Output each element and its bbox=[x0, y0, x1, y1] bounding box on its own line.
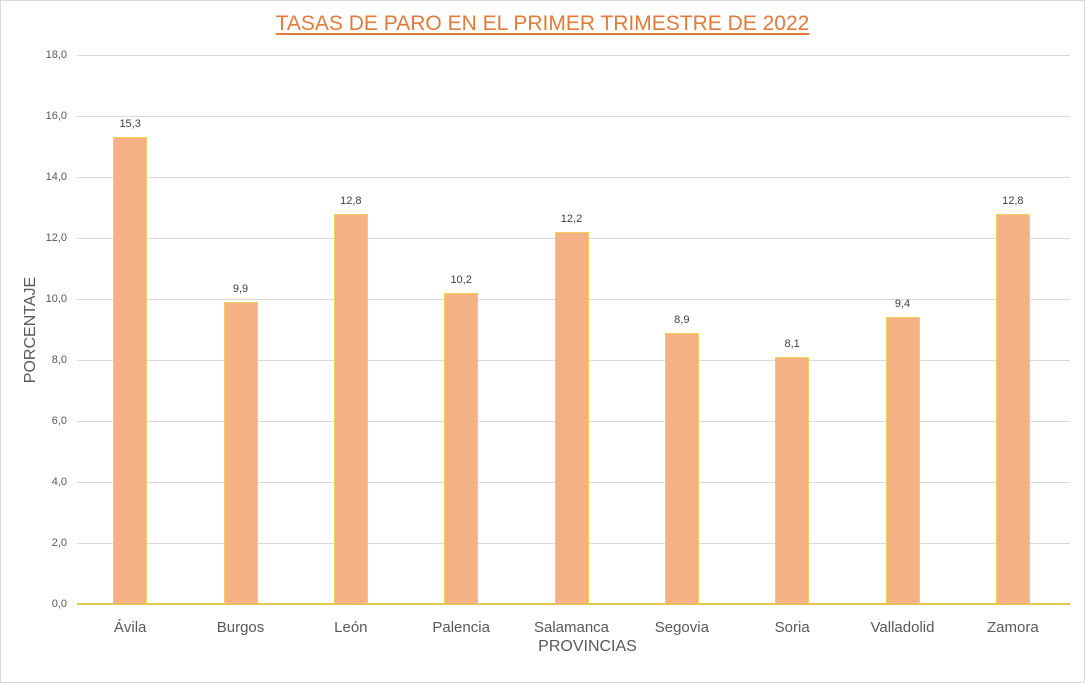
x-tick-label: Ávila bbox=[113, 619, 147, 636]
bar bbox=[664, 332, 699, 604]
bar bbox=[554, 231, 589, 604]
x-tick-label: Zamora bbox=[986, 619, 1039, 636]
data-label: 12,8 bbox=[340, 194, 362, 207]
data-label: 9,4 bbox=[894, 298, 911, 311]
bar bbox=[223, 302, 258, 604]
gridline bbox=[77, 116, 1070, 117]
x-axis-title: PROVINCIAS bbox=[538, 638, 637, 655]
y-tick-label: 16,0 bbox=[45, 110, 67, 122]
x-tick-label: León bbox=[334, 619, 368, 636]
x-tick-label: Burgos bbox=[216, 619, 265, 636]
y-tick-label: 8,0 bbox=[51, 354, 67, 366]
x-tick-label: Salamanca bbox=[533, 619, 610, 636]
y-tick-label: 18,0 bbox=[45, 49, 67, 61]
data-label: 8,9 bbox=[674, 313, 690, 326]
y-tick-label: 10,0 bbox=[45, 293, 67, 305]
y-tick-label: 12,0 bbox=[45, 232, 67, 244]
plot-area: 0,0 2,0 4,0 6,0 8,0 10,0 12,0 14,0 16,0 18,0 15,3 9… bbox=[46, 49, 1070, 610]
bar bbox=[444, 292, 479, 604]
x-tick-label: Soria bbox=[774, 619, 810, 636]
x-tick-label: Valladolid bbox=[870, 619, 935, 636]
bar bbox=[333, 213, 368, 604]
x-tick-label: Segovia bbox=[654, 619, 709, 636]
gridline bbox=[77, 55, 1070, 56]
data-label: 12,2 bbox=[560, 212, 583, 225]
chart-title: TASAS DE PARO EN EL PRIMER TRIMESTRE DE … bbox=[275, 12, 810, 35]
y-tick-label: 6,0 bbox=[51, 415, 67, 427]
bar bbox=[775, 356, 810, 604]
bar bbox=[995, 213, 1030, 604]
x-axis-line bbox=[77, 603, 1070, 605]
y-tick-label: 4,0 bbox=[51, 476, 67, 488]
bar bbox=[885, 317, 920, 604]
y-tick-label: 0,0 bbox=[51, 598, 67, 610]
data-label: 10,2 bbox=[450, 273, 472, 286]
y-tick-label: 2,0 bbox=[51, 537, 67, 549]
data-label: 15,3 bbox=[119, 118, 141, 131]
y-tick-label: 14,0 bbox=[45, 171, 67, 183]
data-label: 12,8 bbox=[1002, 194, 1024, 207]
bar bbox=[113, 137, 148, 604]
gridline bbox=[77, 177, 1070, 178]
x-tick-label: Palencia bbox=[432, 619, 490, 636]
data-label: 8,1 bbox=[784, 337, 800, 350]
data-label: 9,9 bbox=[232, 283, 249, 296]
